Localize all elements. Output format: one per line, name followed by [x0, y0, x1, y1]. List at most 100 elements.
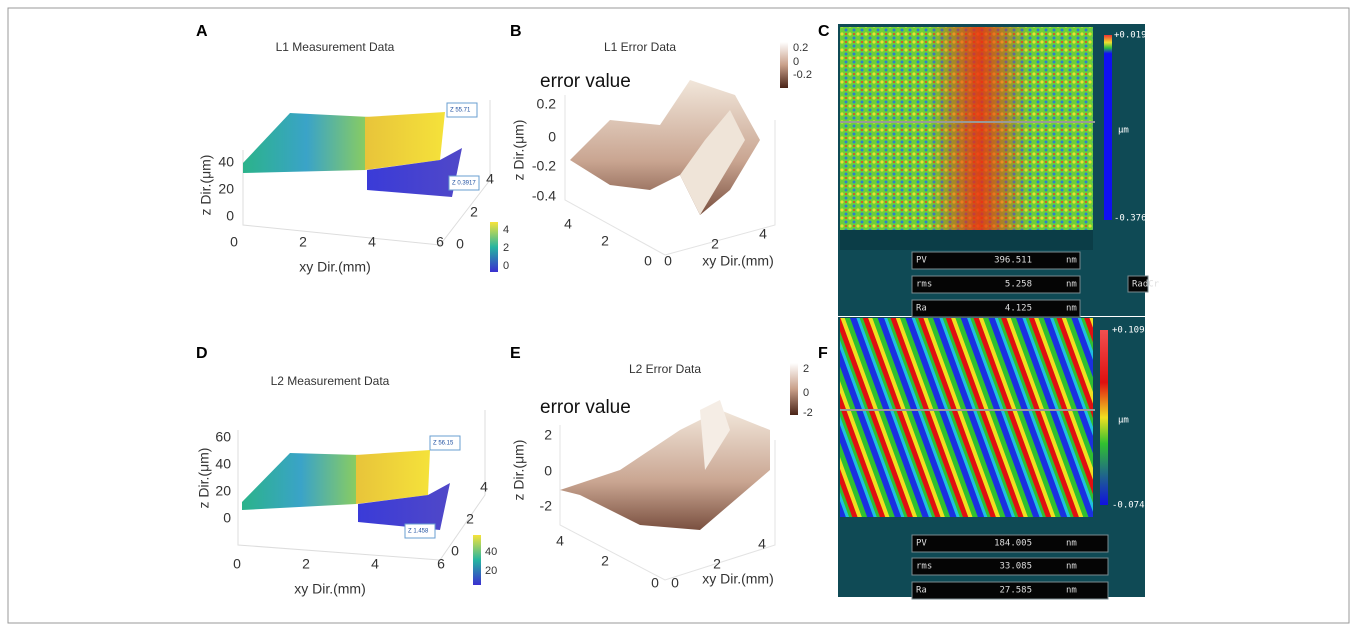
plot-title: L2 Measurement Data [271, 374, 390, 388]
xy-axis-label: xy Dir.(mm) [702, 253, 774, 269]
x-tick-label: 2 [299, 234, 307, 250]
colorbar-tick-label: 0.2 [793, 42, 808, 54]
z-tick-label: 60 [215, 429, 231, 445]
y-tick-label: 2 [466, 511, 474, 527]
stat-value: 27.585 [999, 586, 1032, 596]
x-tick-label: 6 [437, 556, 445, 572]
z-tick-label: 40 [215, 456, 231, 472]
x-tick-label: 4 [368, 234, 376, 250]
stat-box [911, 251, 1081, 270]
annotation: error value [540, 71, 631, 92]
panel-letter: E [510, 345, 521, 362]
x-tick-label: 0 [664, 253, 672, 269]
y-tick-label: 2 [601, 553, 609, 569]
z-tick-label: 40 [218, 154, 234, 170]
datatip: Z 55.71 [450, 108, 471, 114]
surface-e [559, 363, 798, 581]
stat-box [911, 557, 1109, 576]
z-tick-label: 0.2 [537, 96, 557, 112]
y-tick-label: 0 [451, 543, 459, 559]
xy-axis-label: xy Dir.(mm) [702, 571, 774, 587]
stat-box [911, 581, 1109, 600]
stat-name: PV [916, 256, 927, 266]
side-label: RadCr [1132, 280, 1160, 290]
stat-value: 396.511 [994, 256, 1032, 266]
z-axis-label: z Dir.(μm) [511, 440, 527, 501]
panel-f-image [838, 317, 1145, 597]
y-tick-label: 0 [651, 575, 659, 591]
surface-a [242, 100, 498, 272]
z-tick-label: -2 [540, 498, 553, 514]
stat-unit: nm [1066, 562, 1077, 572]
stat-value: 5.258 [1005, 280, 1032, 290]
xy-axis-label: xy Dir.(mm) [294, 581, 366, 597]
z-tick-label: 0 [544, 463, 552, 479]
z-tick-label: 20 [215, 483, 231, 499]
z-axis-label: z Dir.(μm) [511, 120, 527, 181]
frame [7, 7, 1350, 624]
annotation: error value [540, 397, 631, 418]
x-tick-label: 0 [671, 575, 679, 591]
colorbar-tick-label: -2 [803, 407, 813, 419]
x-tick-label: 4 [758, 536, 766, 552]
colorbar-tick-label: 2 [803, 363, 809, 375]
panel-letter: A [196, 23, 208, 40]
panel-letter: C [818, 23, 830, 40]
stat-unit: nm [1066, 304, 1077, 314]
panel-letter: F [818, 345, 828, 362]
stat-unit: nm [1066, 280, 1077, 290]
side-box [1127, 275, 1149, 293]
z-axis-label: z Dir.(μm) [198, 155, 214, 216]
y-tick-label: 2 [601, 233, 609, 249]
colorbar-tick-label: 0 [793, 56, 799, 68]
x-tick-label: 0 [230, 234, 238, 250]
stat-name: Ra [916, 586, 927, 596]
surface-b [564, 42, 788, 256]
x-tick-label: 0 [233, 556, 241, 572]
y-tick-label: 0 [644, 253, 652, 269]
y-tick-label: 4 [564, 216, 572, 232]
z-tick-label: 0 [223, 510, 231, 526]
datatip-box [448, 175, 480, 191]
datatip-box [446, 102, 478, 118]
datatip: Z 56.15 [433, 441, 454, 447]
surface-d [237, 410, 486, 585]
colorbar-tick-label: 40 [485, 546, 497, 558]
datatip-box [404, 523, 436, 539]
y-tick-label: 2 [470, 204, 478, 220]
z-tick-label: -0.4 [532, 188, 556, 204]
colorbar-tick-label: 2 [503, 242, 509, 254]
colorbar-tick-label: 20 [485, 565, 497, 577]
x-tick-label: 2 [302, 556, 310, 572]
scale-unit: μm [1118, 126, 1129, 136]
stat-unit: nm [1066, 256, 1077, 266]
colorbar-tick-label: -0.2 [793, 69, 812, 81]
plot-title: L1 Error Data [604, 40, 676, 54]
datatip: Z 0.3917 [452, 181, 476, 187]
stat-name: rms [916, 280, 932, 290]
stat-box [911, 275, 1081, 294]
z-tick-label: 20 [218, 181, 234, 197]
z-tick-label: 0 [226, 208, 234, 224]
datatip: Z 1.458 [408, 529, 429, 535]
z-tick-label: 2 [544, 427, 552, 443]
stat-value: 4.125 [1005, 304, 1032, 314]
scale-min: -0.07451 [1112, 501, 1155, 511]
stat-unit: nm [1066, 539, 1077, 549]
y-tick-label: 4 [480, 479, 488, 495]
panel-letter: D [196, 345, 208, 362]
scale-min: -0.37658 [1114, 214, 1157, 224]
z-axis-label: z Dir.(μm) [196, 448, 212, 509]
z-tick-label: 0 [548, 129, 556, 145]
y-tick-label: 4 [556, 533, 564, 549]
x-tick-label: 4 [759, 226, 767, 242]
stat-box [911, 534, 1109, 553]
z-tick-label: -0.2 [532, 158, 556, 174]
colorbar-tick-label: 0 [503, 260, 509, 272]
plot-title: L1 Measurement Data [276, 40, 395, 54]
stat-box [911, 299, 1081, 318]
plot-title: L2 Error Data [629, 362, 701, 376]
scale-max: +0.01993 [1114, 31, 1157, 41]
